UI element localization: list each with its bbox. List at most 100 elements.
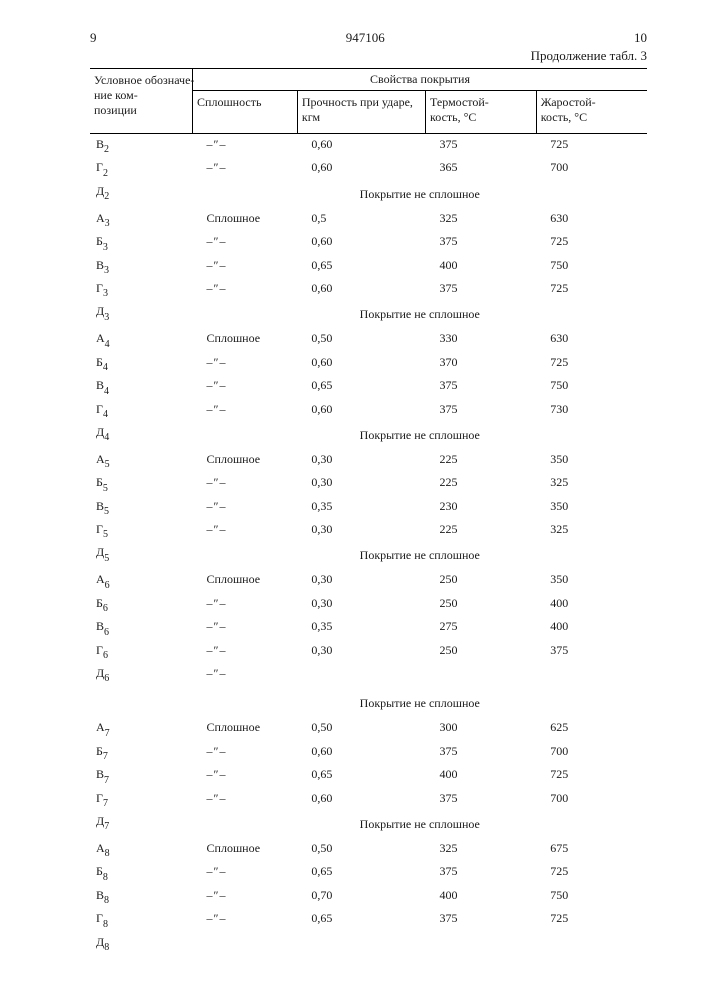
data-cell: 375 (426, 399, 537, 422)
not-continuous-row: Д2Покрытие не сплошное (90, 181, 647, 208)
table-row: Г7–″–0,60375700 (90, 788, 647, 811)
data-cell: –″– (193, 399, 298, 422)
data-cell: 0,35 (297, 496, 425, 519)
table-continuation-label: Продолжение табл. 3 (90, 48, 647, 64)
data-cell: 0,60 (297, 399, 425, 422)
data-cell: 0,30 (297, 593, 425, 616)
data-cell: 725 (536, 764, 647, 787)
data-cell: 400 (426, 255, 537, 278)
designation-cell: Д5 (90, 542, 193, 569)
not-continuous-message: Покрытие не сплошное (193, 301, 647, 328)
designation-cell: Б4 (90, 352, 193, 375)
data-cell (297, 932, 425, 955)
table-row: Г8–″–0,65375725 (90, 908, 647, 931)
designation-cell: В3 (90, 255, 193, 278)
data-cell: 630 (536, 328, 647, 351)
data-cell: 725 (536, 278, 647, 301)
designation-cell: Г3 (90, 278, 193, 301)
data-cell: 0,70 (297, 885, 425, 908)
data-cell: 0,5 (297, 208, 425, 231)
data-cell: 0,65 (297, 861, 425, 884)
data-cell: 0,60 (297, 741, 425, 764)
data-cell: Сплошное (193, 838, 298, 861)
designation-cell: Д6 (90, 663, 193, 686)
designation-cell: Г2 (90, 157, 193, 180)
header-impact-strength: Прочность при ударе, кгм (297, 91, 425, 134)
data-cell: 375 (426, 788, 537, 811)
data-cell: 375 (426, 861, 537, 884)
data-cell: 365 (426, 157, 537, 180)
data-cell: 725 (536, 352, 647, 375)
coating-properties-table: Условное обозначе-ние ком-позиции Свойст… (90, 68, 647, 955)
page-header: 9 947106 10 (90, 30, 647, 46)
designation-cell: Г5 (90, 519, 193, 542)
data-cell: –″– (193, 616, 298, 639)
designation-cell: Б8 (90, 861, 193, 884)
data-cell: –″– (193, 741, 298, 764)
designation-cell: В6 (90, 616, 193, 639)
table-body: В2–″–0,60375725Г2–″–0,60365700Д2Покрытие… (90, 134, 647, 955)
data-cell: 375 (426, 278, 537, 301)
data-cell: 225 (426, 449, 537, 472)
data-cell: 0,65 (297, 764, 425, 787)
designation-cell: А7 (90, 717, 193, 740)
table-row: А7Сплошное0,50300625 (90, 717, 647, 740)
data-cell: 325 (536, 472, 647, 495)
not-continuous-row: Д7Покрытие не сплошное (90, 811, 647, 838)
table-row: В8–″–0,70400750 (90, 885, 647, 908)
header-continuity: Сплошность (193, 91, 298, 134)
data-cell: 725 (536, 134, 647, 158)
data-cell: 0,30 (297, 640, 425, 663)
table-row: А8Сплошное0,50325675 (90, 838, 647, 861)
data-cell: –″– (193, 764, 298, 787)
data-cell: 400 (426, 885, 537, 908)
data-cell: 700 (536, 788, 647, 811)
data-cell: 700 (536, 157, 647, 180)
data-cell: 625 (536, 717, 647, 740)
data-cell: Сплошное (193, 717, 298, 740)
data-cell: 0,65 (297, 375, 425, 398)
designation-cell: В7 (90, 764, 193, 787)
data-cell: –″– (193, 519, 298, 542)
data-cell: 0,30 (297, 449, 425, 472)
data-cell: 225 (426, 519, 537, 542)
table-row: В2–″–0,60375725 (90, 134, 647, 158)
data-cell: 0,60 (297, 134, 425, 158)
data-cell: 350 (536, 496, 647, 519)
data-cell: –″– (193, 788, 298, 811)
data-cell (193, 932, 298, 955)
data-cell: 0,60 (297, 157, 425, 180)
designation-cell: Д4 (90, 422, 193, 449)
data-cell: –″– (193, 640, 298, 663)
table-row: В3–″–0,65400750 (90, 255, 647, 278)
table-row: Д8 (90, 932, 647, 955)
data-cell (426, 932, 537, 955)
designation-cell: А8 (90, 838, 193, 861)
data-cell: 0,50 (297, 328, 425, 351)
data-cell: 375 (536, 640, 647, 663)
table-row: Г6–″–0,30250375 (90, 640, 647, 663)
data-cell: Сплошное (193, 449, 298, 472)
data-cell: 275 (426, 616, 537, 639)
data-cell: 250 (426, 569, 537, 592)
data-cell: –″– (193, 352, 298, 375)
data-cell: 0,60 (297, 352, 425, 375)
data-cell: 375 (426, 231, 537, 254)
data-cell: 225 (426, 472, 537, 495)
table-row: Г3–″–0,60375725 (90, 278, 647, 301)
data-cell: 375 (426, 908, 537, 931)
table-row: Б7–″–0,60375700 (90, 741, 647, 764)
designation-cell: Д3 (90, 301, 193, 328)
not-continuous-row: Покрытие не сплошное (90, 686, 647, 717)
data-cell: 0,50 (297, 838, 425, 861)
data-cell: 750 (536, 885, 647, 908)
data-cell: –″– (193, 496, 298, 519)
data-cell (536, 663, 647, 686)
designation-cell: Д8 (90, 932, 193, 955)
data-cell (536, 932, 647, 955)
data-cell: 750 (536, 255, 647, 278)
designation-cell: Б7 (90, 741, 193, 764)
data-cell: 0,35 (297, 616, 425, 639)
table-row: Б4–″–0,60370725 (90, 352, 647, 375)
data-cell: 675 (536, 838, 647, 861)
